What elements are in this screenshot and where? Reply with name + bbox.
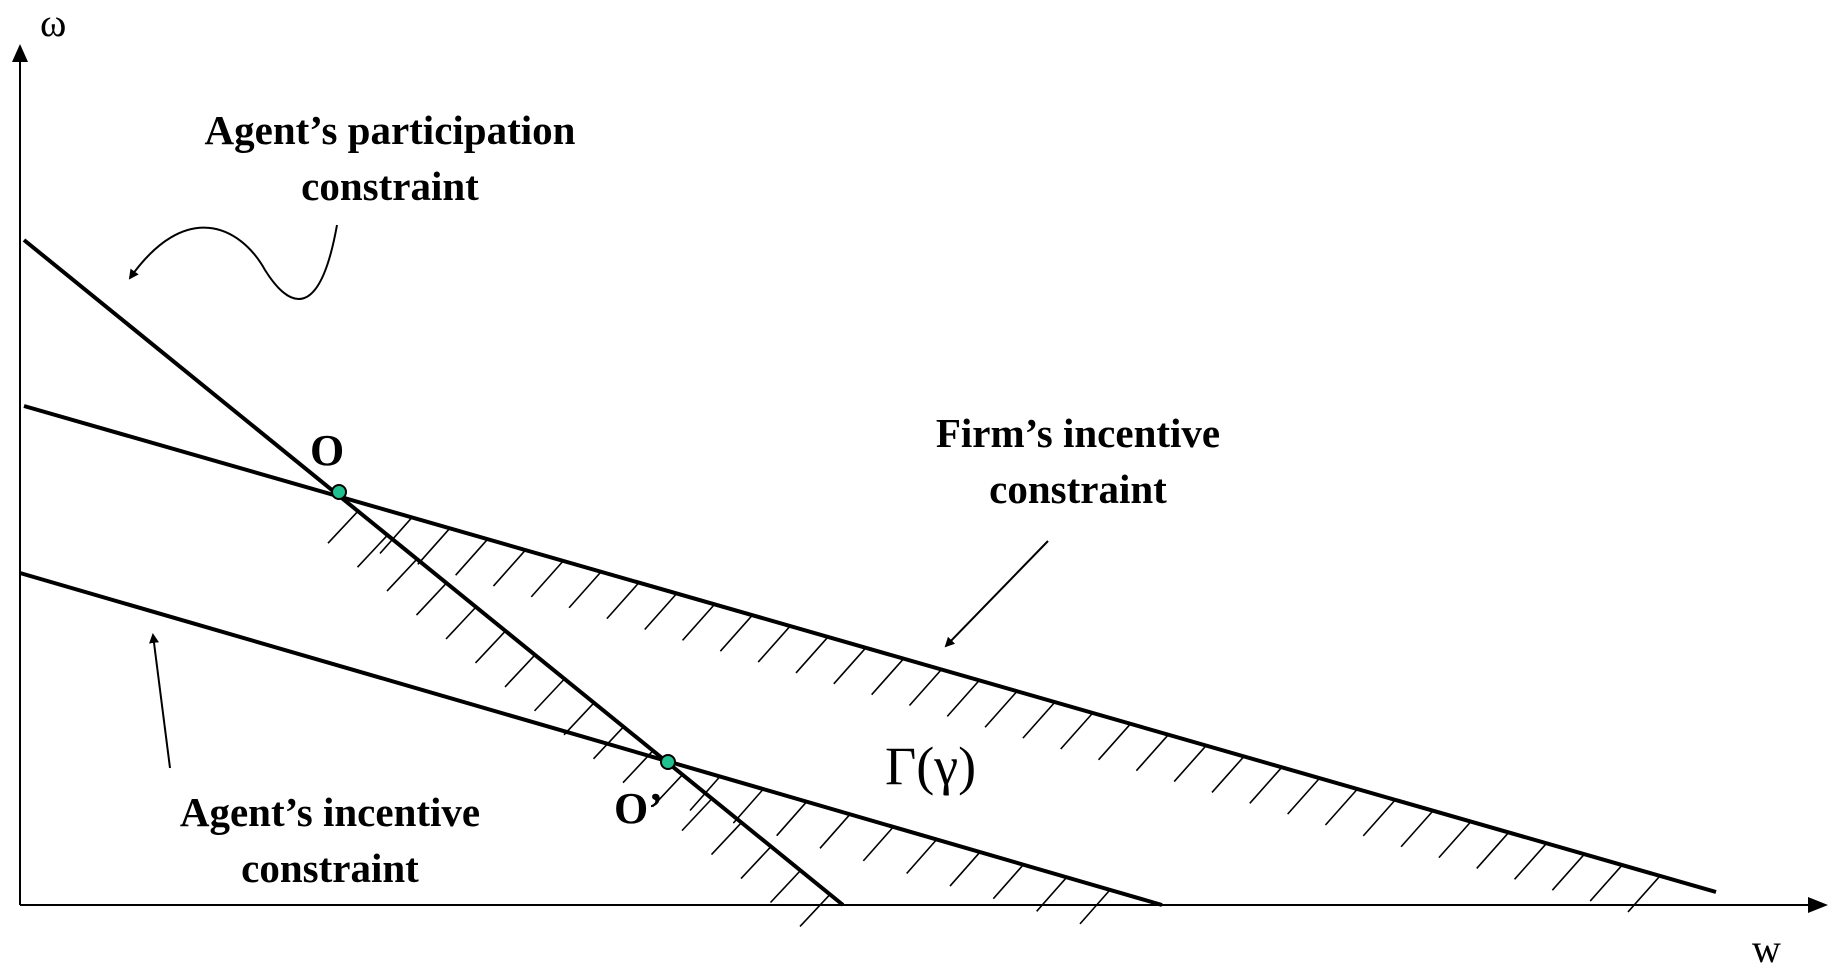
- y-axis-arrowhead: [12, 44, 28, 62]
- agent-hatch-mark: [862, 826, 894, 862]
- participation-hatch-mark: [740, 845, 772, 880]
- agent-incentive-constraint-line: [19, 571, 1163, 907]
- firm-hatch-mark: [1324, 788, 1359, 826]
- participation-hatch-mark: [622, 750, 654, 784]
- participation-hatch-mark: [445, 606, 477, 640]
- firm-hatch-mark: [492, 549, 527, 587]
- agent-hatch-mark: [949, 851, 981, 887]
- firm-hatch-mark: [568, 571, 602, 609]
- participation-hatch-mark: [799, 893, 831, 927]
- firm-incentive-annotation-arrow: [944, 540, 1049, 648]
- participation-annotation-line1: Agent’s participation: [205, 107, 576, 153]
- firm-hatch-mark: [644, 592, 678, 631]
- agent-incentive-annotation-line2: constraint: [241, 845, 419, 891]
- firm-hatch-mark: [1022, 701, 1056, 739]
- firm-hatch-mark: [1135, 734, 1169, 772]
- firm-hatch-mark: [871, 658, 905, 696]
- y-axis-label: ω: [40, 0, 66, 45]
- participation-constraint-line: [22, 238, 845, 907]
- participation-hatch-mark: [327, 510, 359, 544]
- point-o-marker: [331, 484, 347, 500]
- x-axis-label: w: [1752, 926, 1781, 969]
- participation-hatch-mark: [504, 654, 536, 688]
- participation-annotation-arrow: [128, 224, 338, 300]
- firm-hatch-mark: [379, 516, 413, 554]
- firm-hatch-mark: [530, 560, 564, 598]
- agent-hatch-mark: [689, 775, 721, 812]
- firm-incentive-hatching: [379, 516, 1661, 913]
- firm-hatch-mark: [795, 636, 829, 674]
- agent-hatch-mark: [1036, 876, 1068, 912]
- agent-incentive-hatching: [689, 775, 1111, 925]
- participation-hatch-mark: [769, 869, 802, 904]
- participation-hatch-mark: [415, 582, 448, 616]
- point-o-prime-label: O’: [614, 784, 663, 833]
- agent-incentive-annotation-line1: Agent’s incentive: [180, 789, 480, 835]
- firm-hatch-mark: [833, 647, 867, 685]
- firm-hatch-mark: [719, 614, 753, 652]
- participation-hatch-mark: [710, 822, 743, 856]
- firm-hatch-mark: [984, 690, 1018, 728]
- firm-hatch-mark: [606, 582, 640, 620]
- firm-hatch-mark: [455, 538, 489, 576]
- firm-hatch-mark: [946, 679, 980, 717]
- firm-incentive-constraint-line: [23, 404, 1717, 894]
- participation-hatching: [327, 510, 831, 927]
- firm-hatch-mark: [1400, 810, 1434, 848]
- agent-hatch-mark: [732, 788, 764, 824]
- firm-hatch-mark: [1249, 766, 1283, 804]
- agent-incentive-annotation-arrow: [149, 633, 171, 769]
- firm-hatch-mark: [1589, 864, 1623, 902]
- firm-hatch-mark: [757, 625, 791, 663]
- point-o-label: O: [310, 426, 344, 475]
- participation-annotation-line2: constraint: [301, 163, 479, 209]
- participation-hatch-mark: [651, 774, 684, 808]
- firm-hatch-mark: [417, 527, 451, 565]
- point-o-prime-marker: [660, 754, 676, 770]
- participation-hatch-mark: [533, 678, 566, 712]
- firm-hatch-mark: [1513, 842, 1548, 880]
- firm-incentive-annotation-line2: constraint: [989, 466, 1167, 512]
- firm-hatch-mark: [908, 668, 943, 707]
- firm-hatch-mark: [1627, 875, 1661, 913]
- firm-hatch-mark: [1060, 712, 1094, 750]
- participation-hatch-mark: [681, 798, 713, 832]
- firm-hatch-mark: [1476, 831, 1510, 869]
- agent-hatch-mark: [906, 838, 938, 875]
- participation-hatch-mark: [563, 702, 595, 736]
- x-axis-arrowhead: [1808, 897, 1828, 913]
- participation-hatch-mark: [356, 534, 389, 568]
- firm-hatch-mark: [1362, 799, 1396, 837]
- participation-hatch-mark: [474, 630, 507, 664]
- participation-hatch-mark: [592, 726, 625, 760]
- firm-hatch-mark: [1097, 723, 1132, 761]
- firm-hatch-mark: [681, 603, 716, 641]
- firm-hatch-mark: [1211, 755, 1245, 793]
- agent-hatch-mark: [992, 864, 1024, 900]
- firm-hatch-mark: [1173, 745, 1207, 783]
- firm-hatch-mark: [1287, 777, 1321, 815]
- agent-hatch-mark: [776, 801, 808, 837]
- participation-hatch-mark: [386, 558, 418, 592]
- firm-incentive-annotation-line1: Firm’s incentive: [936, 410, 1220, 456]
- region-label: Γ(γ): [885, 736, 976, 796]
- agent-hatch-mark: [1079, 889, 1111, 925]
- firm-hatch-mark: [1551, 853, 1585, 891]
- firm-hatch-mark: [1438, 821, 1472, 859]
- agent-hatch-mark: [819, 813, 851, 849]
